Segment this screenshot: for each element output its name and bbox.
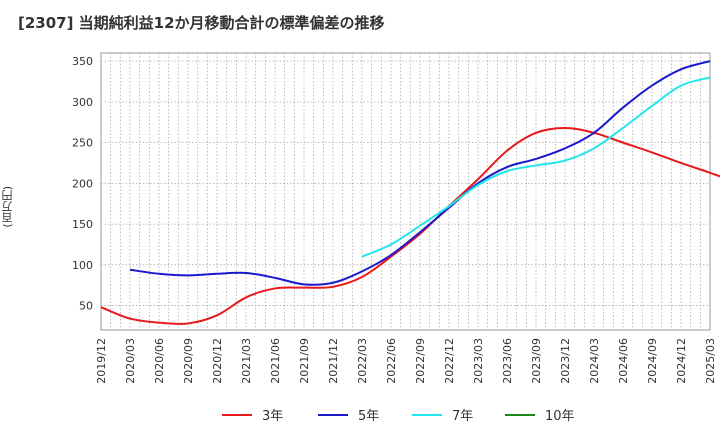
x-tick-label: 2025/03 (704, 338, 717, 384)
series-line-2 (129, 60, 711, 286)
y-tick-label: 150 (72, 218, 93, 231)
y-tick-label: 350 (72, 55, 93, 68)
series-line-3 (361, 76, 711, 258)
x-tick-label: 2022/12 (443, 338, 456, 384)
y-tick-label: 250 (72, 137, 93, 150)
x-tick-label: 2022/09 (414, 338, 427, 384)
legend-label: 5年 (358, 409, 379, 424)
x-tick-label: 2024/09 (646, 338, 659, 384)
x-tick-label: 2021/06 (269, 338, 282, 384)
plot-area (100, 52, 711, 331)
x-tick-label: 2022/06 (385, 338, 398, 384)
legend-label: 7年 (452, 409, 473, 424)
x-tick-label: 2024/12 (675, 338, 688, 384)
x-tick-label: 2023/03 (472, 338, 485, 384)
x-tick-label: 2021/12 (327, 338, 340, 384)
x-tick-label: 2020/12 (211, 338, 224, 384)
y-tick-label: 100 (72, 259, 93, 272)
legend-label: 10年 (545, 409, 575, 424)
x-tick-label: 2023/09 (530, 338, 543, 384)
x-tick-label: 2020/03 (124, 338, 137, 384)
y-tick-label: 300 (72, 96, 93, 109)
x-tick-label: 2024/03 (588, 338, 601, 384)
series-line-1 (100, 126, 720, 325)
x-tick-label: 2023/12 (559, 338, 572, 384)
y-tick-label: 50 (79, 300, 93, 313)
legend-label: 3年 (262, 409, 283, 424)
x-tick-label: 2023/06 (501, 338, 514, 384)
x-tick-label: 2022/03 (356, 338, 369, 384)
y-tick-label: 200 (72, 177, 93, 190)
x-tick-label: 2024/06 (617, 338, 630, 384)
chart-title: [2307] 当期純利益12か月移動合計の標準偏差の推移 (18, 14, 385, 32)
x-tick-label: 2020/09 (182, 338, 195, 384)
x-tick-label: 2021/09 (298, 338, 311, 384)
x-tick-label: 2019/12 (95, 338, 108, 384)
x-tick-label: 2021/03 (240, 338, 253, 384)
x-tick-label: 2020/06 (153, 338, 166, 384)
